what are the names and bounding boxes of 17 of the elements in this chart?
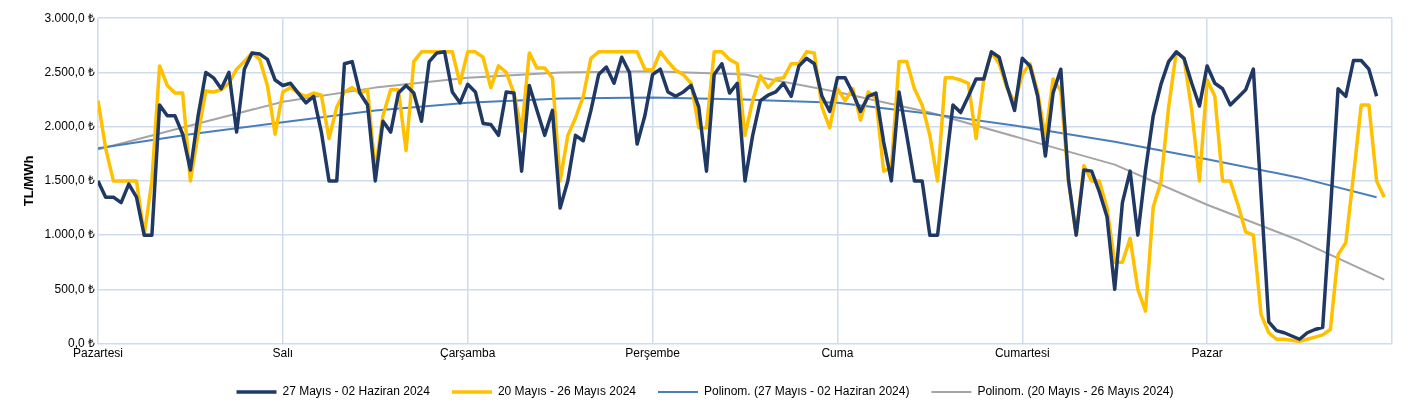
- x-tick-label: Cuma: [821, 346, 854, 361]
- y-tick-label: 2.000,0 ₺: [44, 118, 95, 133]
- legend-label: 20 Mayıs - 26 Mayıs 2024: [497, 384, 637, 399]
- y-tick-label: 1.500,0 ₺: [44, 173, 95, 188]
- y-tick-label: 3.000,0 ₺: [44, 10, 95, 25]
- y-tick-label: 2.500,0 ₺: [44, 64, 95, 79]
- x-tick-label: Çarşamba: [440, 346, 496, 361]
- legend-label: Polinom. (20 Mayıs - 26 Mayıs 2024): [977, 384, 1174, 399]
- x-tick-label: Pazar: [1191, 346, 1223, 361]
- x-tick-label: Perşembe: [625, 346, 681, 361]
- x-tick-label: Cumartesi: [994, 346, 1050, 361]
- y-tick-label: 500,0 ₺: [54, 281, 95, 296]
- legend-label: Polinom. (27 Mayıs - 02 Haziran 2024): [703, 384, 910, 399]
- x-tick-label: Salı: [272, 346, 294, 361]
- y-axis-title: TL/MWh: [21, 155, 37, 207]
- legend-label: 27 Mayıs - 02 Haziran 2024: [282, 384, 431, 399]
- y-tick-label: 1.000,0 ₺: [44, 227, 95, 242]
